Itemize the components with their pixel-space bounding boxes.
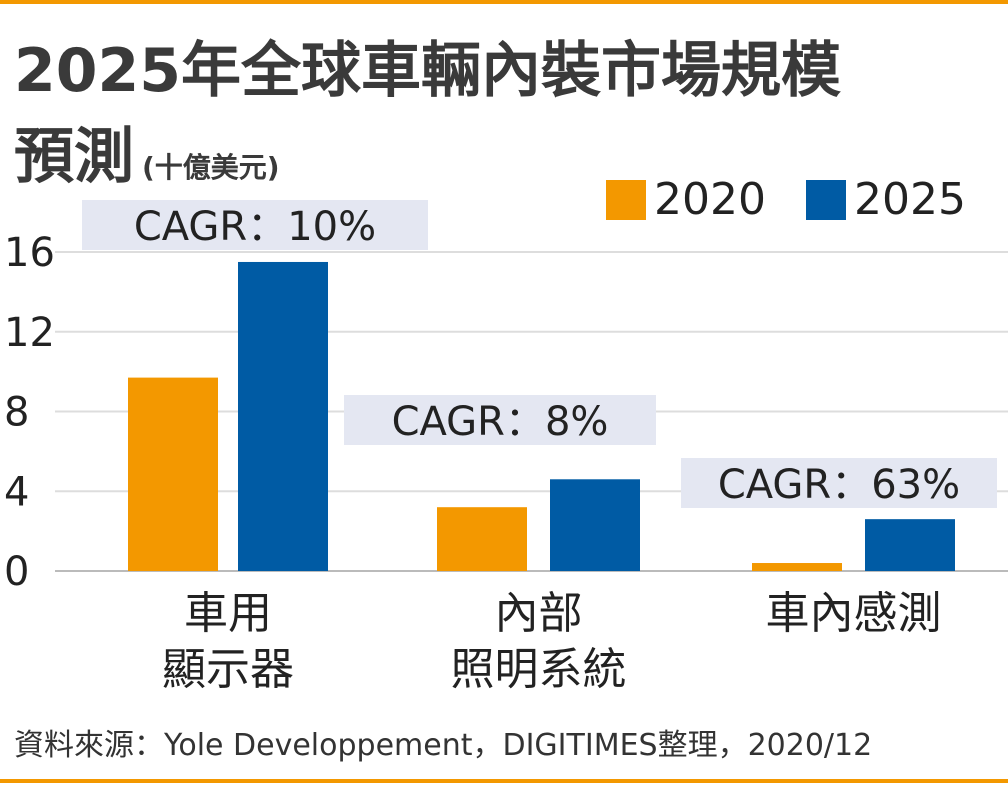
bar-2020: [752, 563, 842, 571]
chart-title-line2: 預測 (十億美元): [14, 108, 280, 195]
cagr-label: CAGR：63%: [718, 462, 960, 508]
y-tick-label: 8: [4, 390, 29, 436]
y-tick-label: 4: [4, 469, 29, 515]
cagr-box: [344, 395, 656, 445]
bar-2025: [550, 479, 640, 571]
y-tick-label: 0: [4, 549, 29, 595]
top-rule: [0, 0, 1008, 4]
cagr-box: [82, 200, 428, 250]
unit-label: (十億美元): [142, 151, 280, 184]
x-category-label: 車內感測: [766, 588, 942, 639]
legend-item-2020: 2020: [606, 174, 766, 225]
bar-2025: [865, 519, 955, 571]
title-text: 預測: [14, 122, 134, 192]
y-tick-label: 12: [4, 310, 55, 356]
legend-swatch-2020: [606, 179, 646, 220]
bar-2020: [128, 377, 218, 571]
chart-title: 2025年全球車輛內裝市場規模: [14, 36, 841, 106]
bar-2025: [238, 261, 328, 571]
x-category-label: 顯示器: [162, 644, 294, 695]
bottom-rule: [0, 779, 1008, 783]
legend-label-2020: 2020: [654, 174, 766, 225]
cagr-label: CAGR：10%: [134, 204, 376, 250]
legend-label-2025: 2025: [854, 174, 966, 225]
legend-swatch-2025: [806, 179, 846, 220]
y-tick-label: 16: [4, 230, 55, 276]
legend-item-2025: 2025: [806, 174, 966, 225]
cagr-box: [681, 458, 997, 508]
cagr-label: CAGR：8%: [392, 399, 609, 445]
source-note: 資料來源：Yole Developpement，DIGITIMES整理，2020…: [14, 728, 873, 763]
x-category-label: 照明系統: [451, 644, 627, 695]
x-category-label: 車用: [184, 588, 272, 639]
x-category-label: 內部: [495, 588, 583, 639]
bar-2020: [437, 507, 527, 571]
